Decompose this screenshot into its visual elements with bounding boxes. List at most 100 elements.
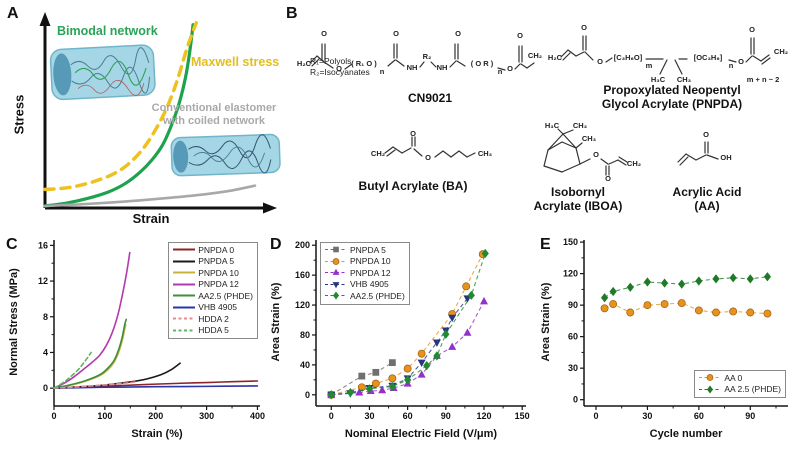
bond-line [401,147,412,154]
bond-line [745,55,753,63]
tick-label: 16 [38,240,48,250]
aa-name-line2: (AA) [694,198,720,213]
tick-label: 90 [745,411,755,421]
bond-line [311,58,320,67]
bond-line [419,61,425,68]
maxwell-stress-label: Maxwell stress [191,55,280,69]
legend-label: PNPDA 5 [198,256,235,267]
panel-c-label: C [6,236,18,253]
legend-label: PNPDA 10 [198,267,239,278]
bond-line [543,165,563,173]
stress-strain-schematic [39,12,281,214]
data-point [355,388,364,396]
bond-line [456,60,466,67]
series-line [53,380,138,389]
atom-label: [C₃H₆O] [614,53,643,62]
bond-line [562,129,574,135]
atom-label: m + n ~ 2 [747,75,780,84]
data-point [746,308,755,317]
panel-a-label: A [7,5,19,22]
legend-swatch [325,291,347,300]
data-point [333,291,339,300]
conventional-elastomer-curve [43,184,257,208]
bond-line [387,59,396,67]
data-point [660,300,669,309]
bond-line [543,149,549,167]
chart-c-y-axis-title: Normal Stress (MPa) [8,268,20,376]
chart-svg: 0 30 60 90 120 150 0 40 80 120 160 200 [295,240,530,421]
series-points [600,299,772,318]
tick-label: 60 [403,411,413,421]
panel-c: C Normal Stress (MPa) 0 100 200 300 400 0 4 8 12… [4,230,268,457]
atom-label: O [455,29,461,38]
data-point [372,368,380,376]
butyl-acrylate-name: Butyl Acrylate (BA) [358,179,468,193]
bond-line [458,150,468,158]
data-point [695,276,703,286]
atom-label: O [738,57,744,66]
bond-line [449,60,457,68]
tick-label: 400 [250,411,265,421]
legend-item: VHB 4905 [172,302,253,314]
cn9021-note-r2: R₂=Isocyanates [310,67,370,77]
atom-label: CH₂ [774,47,788,56]
tick-label: 200 [148,411,163,421]
data-point [729,273,737,283]
tick-label: 120 [563,269,578,279]
atom-label: O [597,57,603,66]
bimodal-network-curve [43,23,195,208]
data-point [358,372,366,380]
legend-item: PNPDA 0 [172,244,253,256]
tick-label: 4 [43,347,48,357]
atom-label: NH [407,63,418,72]
atom-label: n [380,67,385,76]
bond-line [450,150,460,158]
chart-e-y-axis-title: Area Strain (%) [540,282,552,362]
bond-line [466,152,476,158]
data-point [677,299,686,307]
schematic-curves [43,21,257,208]
data-point [707,385,714,394]
y-axis-arrow [39,12,51,26]
legend-item: AA 0 [698,372,781,384]
bond-line [608,159,619,165]
isobornyl-acrylate-name: Isobornyl Acrylate (IBOA) [508,185,648,214]
data-point [694,306,703,315]
chart-d-x-axis-title: Nominal Electric Field (V/μm) [344,428,498,440]
legend-item: AA 2.5 (PHDE) [698,384,781,396]
panel-e-label: E [540,236,551,253]
legend: AA 0 AA 2.5 (PHDE) [694,370,786,398]
bond-line [497,67,506,71]
data-point [626,282,634,292]
conventional-elastomer-line1: Conventional elastomer [151,102,277,114]
tick-label: 40 [300,360,310,370]
legend-item: PNPDA 10 [172,267,253,279]
legend-swatch [325,268,347,276]
pnpda-name-line2: Glycol Acrylate (PNPDA) [601,96,743,111]
legend: PNPDA 5 PNPDA 10 PNPDA 12 VHB 4905 AA2.5 (PH… [320,242,410,305]
bond-line [706,154,719,160]
bond-line [434,150,444,158]
legend-item: PNPDA 5 [324,244,405,256]
bond-line [575,147,581,165]
data-point [712,308,720,317]
bond-line [575,51,585,57]
legend-label: AA2.5 (PHDE) [350,290,405,301]
legend-label: PNPDA 0 [198,244,235,255]
data-point [763,309,772,318]
bond-line [395,59,405,67]
tick-label: 150 [563,237,578,247]
legend-swatch [325,246,347,253]
data-point [746,274,754,284]
legend-swatch [173,329,196,332]
tick-label: 0 [593,411,598,421]
atom-label: CH₃ [478,149,493,158]
atom-label: H₂C [548,53,563,62]
data-point [763,272,772,282]
data-point [357,383,366,392]
data-point [609,300,618,309]
cn9021-name: CN9021 [407,91,453,105]
bond-line [752,55,762,62]
legend-swatch [173,248,196,251]
data-point [643,277,652,287]
